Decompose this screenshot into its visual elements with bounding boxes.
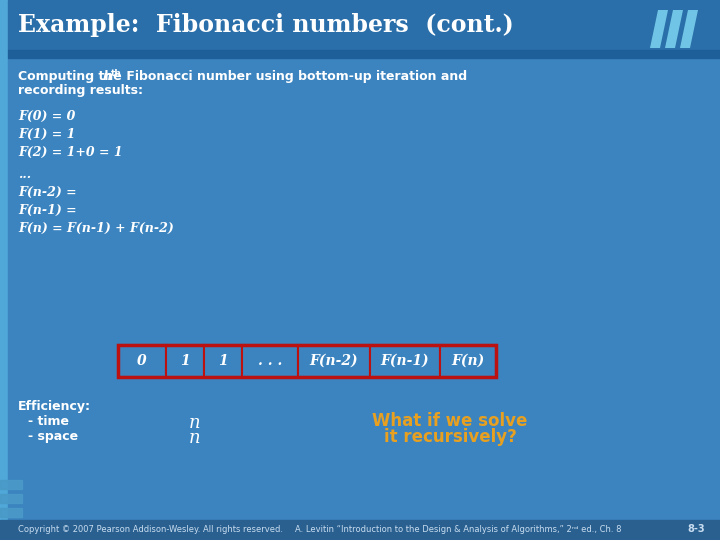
Text: 8-3: 8-3 (688, 524, 705, 534)
Bar (118, 345, 496, 377)
Bar (8, 50, 720, 58)
Text: - space: - space (28, 430, 78, 443)
Text: Copyright © 2007 Pearson Addison-Wesley. All rights reserved.: Copyright © 2007 Pearson Addison-Wesley.… (18, 524, 283, 534)
Bar (0, 520, 720, 540)
Text: Efficiency:: Efficiency: (18, 400, 91, 413)
Polygon shape (680, 10, 698, 48)
Text: F(n-1): F(n-1) (381, 354, 429, 368)
Text: - time: - time (28, 415, 69, 428)
Text: 1: 1 (180, 354, 190, 368)
Text: F(n-1) =: F(n-1) = (18, 204, 76, 217)
Text: n: n (189, 414, 201, 432)
Bar (8, 0, 720, 50)
Polygon shape (665, 10, 683, 48)
Bar (242, 345, 298, 377)
Bar (440, 345, 496, 377)
Text: F(1) = 1: F(1) = 1 (18, 128, 76, 141)
Text: ...: ... (18, 168, 31, 181)
Bar (298, 345, 370, 377)
Text: Fibonacci number using bottom-up iteration and: Fibonacci number using bottom-up iterati… (122, 70, 467, 83)
Text: 0: 0 (138, 354, 147, 368)
Bar (370, 345, 440, 377)
Bar (8, 58, 720, 540)
Bar (118, 345, 166, 377)
Bar (0, 494, 22, 503)
Text: it recursively?: it recursively? (384, 428, 516, 446)
Text: F(0) = 0: F(0) = 0 (18, 110, 76, 123)
Bar (204, 345, 242, 377)
Text: Example:  Fibonacci numbers  (cont.): Example: Fibonacci numbers (cont.) (18, 13, 514, 37)
Text: F(n-2) =: F(n-2) = (18, 186, 76, 199)
Text: recording results:: recording results: (18, 84, 143, 97)
Bar (0, 0, 8, 540)
Text: F(n) = F(n-1) + F(n-2): F(n) = F(n-1) + F(n-2) (18, 222, 174, 235)
Text: F(n): F(n) (451, 354, 485, 368)
Text: th: th (111, 69, 122, 78)
Text: What if we solve: What if we solve (372, 412, 528, 430)
Text: n: n (103, 70, 112, 83)
Text: . . .: . . . (258, 354, 282, 368)
Text: 1: 1 (218, 354, 228, 368)
Text: A. Levitin “Introduction to the Design & Analysis of Algorithms,” 2ⁿᵈ ed., Ch. 8: A. Levitin “Introduction to the Design &… (295, 524, 621, 534)
Bar (0, 480, 22, 489)
Bar (166, 345, 204, 377)
Polygon shape (650, 10, 668, 48)
Text: F(n-2): F(n-2) (310, 354, 359, 368)
Text: n: n (189, 429, 201, 447)
Text: F(2) = 1+0 = 1: F(2) = 1+0 = 1 (18, 146, 122, 159)
Bar (0, 508, 22, 517)
Text: Computing the: Computing the (18, 70, 126, 83)
